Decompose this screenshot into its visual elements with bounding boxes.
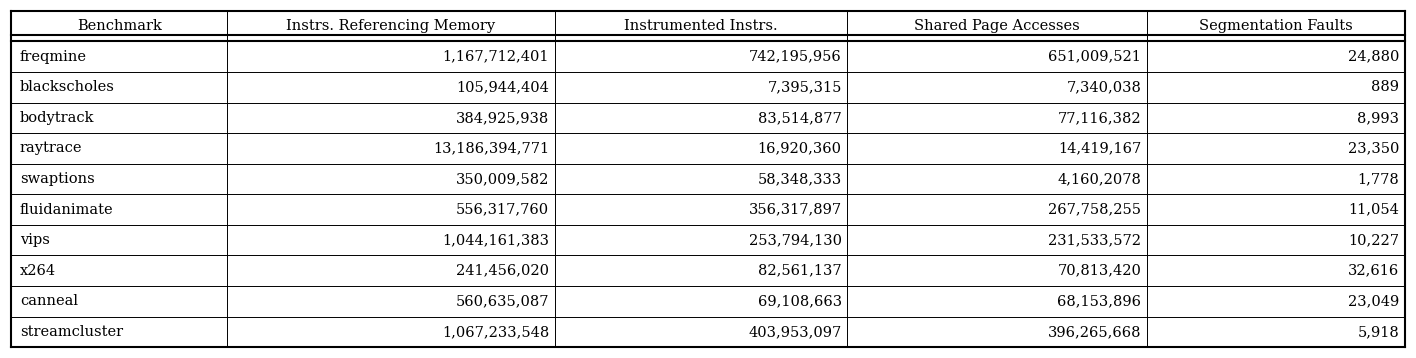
Text: raytrace: raytrace: [20, 141, 82, 155]
Text: 253,794,130: 253,794,130: [749, 233, 841, 247]
Text: 105,944,404: 105,944,404: [456, 80, 549, 94]
Text: vips: vips: [20, 233, 50, 247]
Text: 5,918: 5,918: [1358, 325, 1399, 339]
Text: Benchmark: Benchmark: [76, 19, 161, 33]
Text: 560,635,087: 560,635,087: [456, 294, 549, 308]
Text: 10,227: 10,227: [1348, 233, 1399, 247]
Text: 32,616: 32,616: [1348, 264, 1399, 278]
Text: 1,044,161,383: 1,044,161,383: [442, 233, 549, 247]
Text: canneal: canneal: [20, 294, 78, 308]
Text: 11,054: 11,054: [1348, 203, 1399, 217]
Text: freqmine: freqmine: [20, 50, 86, 64]
Text: Shared Page Accesses: Shared Page Accesses: [915, 19, 1080, 33]
Text: 1,778: 1,778: [1358, 172, 1399, 186]
Text: blackscholes: blackscholes: [20, 80, 115, 94]
Text: 8,993: 8,993: [1357, 111, 1399, 125]
Text: 13,186,394,771: 13,186,394,771: [433, 141, 549, 155]
Text: 23,350: 23,350: [1348, 141, 1399, 155]
Text: 350,009,582: 350,009,582: [456, 172, 549, 186]
Text: 356,317,897: 356,317,897: [749, 203, 841, 217]
Text: 7,395,315: 7,395,315: [767, 80, 841, 94]
Text: x264: x264: [20, 264, 57, 278]
Text: 24,880: 24,880: [1348, 50, 1399, 64]
Text: Segmentation Faults: Segmentation Faults: [1199, 19, 1352, 33]
Text: fluidanimate: fluidanimate: [20, 203, 113, 217]
Text: 69,108,663: 69,108,663: [758, 294, 841, 308]
Text: 16,920,360: 16,920,360: [758, 141, 841, 155]
Text: streamcluster: streamcluster: [20, 325, 123, 339]
Text: 384,925,938: 384,925,938: [456, 111, 549, 125]
Text: 77,116,382: 77,116,382: [1058, 111, 1141, 125]
Text: 68,153,896: 68,153,896: [1058, 294, 1141, 308]
Text: swaptions: swaptions: [20, 172, 95, 186]
Text: Instrs. Referencing Memory: Instrs. Referencing Memory: [286, 19, 496, 33]
Text: 14,419,167: 14,419,167: [1058, 141, 1141, 155]
Text: 82,561,137: 82,561,137: [758, 264, 841, 278]
Text: 231,533,572: 231,533,572: [1048, 233, 1141, 247]
Text: 83,514,877: 83,514,877: [758, 111, 841, 125]
Text: 403,953,097: 403,953,097: [749, 325, 841, 339]
Text: 23,049: 23,049: [1348, 294, 1399, 308]
Text: bodytrack: bodytrack: [20, 111, 95, 125]
Text: 70,813,420: 70,813,420: [1058, 264, 1141, 278]
Text: 4,160,2078: 4,160,2078: [1058, 172, 1141, 186]
Text: 556,317,760: 556,317,760: [456, 203, 549, 217]
Text: 58,348,333: 58,348,333: [758, 172, 841, 186]
Text: 396,265,668: 396,265,668: [1048, 325, 1141, 339]
Text: 651,009,521: 651,009,521: [1048, 50, 1141, 64]
Text: 7,340,038: 7,340,038: [1066, 80, 1141, 94]
Text: 267,758,255: 267,758,255: [1048, 203, 1141, 217]
Text: 1,067,233,548: 1,067,233,548: [442, 325, 549, 339]
Text: 889: 889: [1371, 80, 1399, 94]
Text: 1,167,712,401: 1,167,712,401: [443, 50, 549, 64]
Text: Instrumented Instrs.: Instrumented Instrs.: [624, 19, 777, 33]
Text: 241,456,020: 241,456,020: [456, 264, 549, 278]
Text: 742,195,956: 742,195,956: [749, 50, 841, 64]
